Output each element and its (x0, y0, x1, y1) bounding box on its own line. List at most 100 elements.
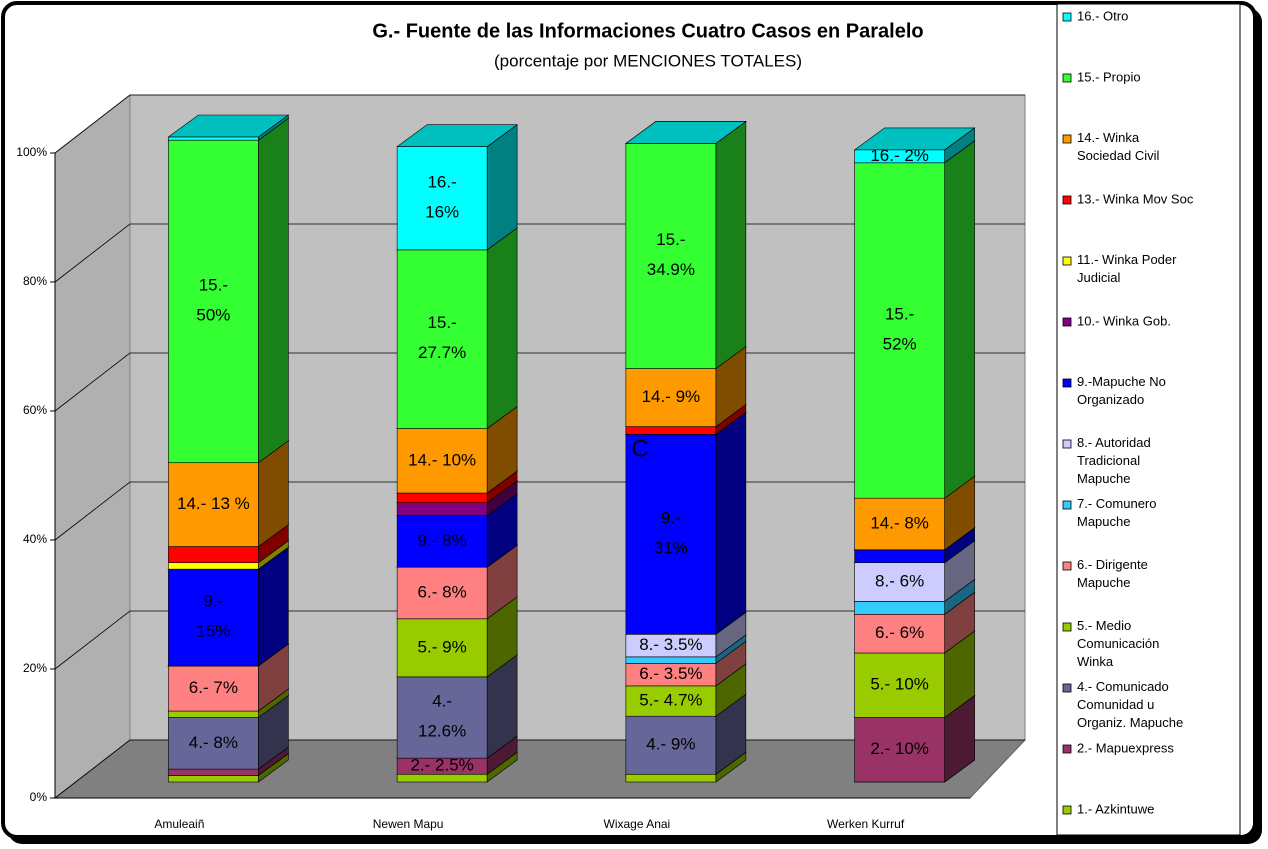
bar-front (396, 566, 488, 620)
data-label: 4.- 8% (189, 733, 238, 752)
data-label: 14.- 10% (408, 450, 476, 469)
bar-segment (167, 117, 290, 464)
data-label: 9.-31% (654, 509, 688, 558)
bar-front (168, 462, 259, 547)
data-label: 15.-27.7% (418, 314, 466, 363)
data-label: 2.- 10% (870, 739, 929, 758)
legend-label: 6.- Dirigente Mapuche (1077, 557, 1148, 590)
bar-segment (167, 114, 290, 141)
bar-segment (853, 140, 976, 499)
legend-label: 8.- Autoridad Tradicional Mapuche (1077, 435, 1151, 486)
bar-front (625, 773, 717, 783)
bar-segment (396, 227, 519, 430)
bar-front (396, 249, 488, 429)
bar-side (715, 120, 747, 370)
bar-front (625, 685, 717, 717)
bar-front (854, 652, 945, 718)
bar-side (944, 140, 975, 499)
bar-front (854, 717, 945, 783)
bar-front (168, 775, 259, 783)
data-label: 14.- 8% (870, 513, 929, 532)
data-label: 8.- 6% (875, 572, 924, 591)
bar-front (168, 562, 259, 570)
data-label: 8.- 3.5% (639, 635, 702, 654)
data-label: 14.- 13 % (177, 494, 250, 513)
data-label: 6.- 7% (189, 678, 238, 697)
bar-front (625, 368, 717, 427)
bar-front (854, 497, 945, 551)
legend-label: 4.- Comunicado Comunidad u Organiz. Mapuch… (1077, 679, 1183, 730)
x-tick-label: Amuleaiñ (154, 817, 204, 831)
chart-subtitle: (porcentaje por MENCIONES TOTALES) (494, 51, 802, 70)
data-label: 14.- 9% (642, 387, 701, 406)
legend-swatch (1062, 195, 1072, 205)
legend-label: 11.- Winka Poder Judicial (1077, 252, 1177, 285)
legend-swatch (1062, 439, 1072, 449)
bar-front (625, 656, 717, 664)
legend-label: 2.- Mapuexpress (1077, 740, 1174, 755)
legend-label: 15.- Propio (1077, 69, 1141, 84)
data-label: 9.- 8% (418, 531, 467, 550)
legend-label: 1.- Azkintuwe (1077, 801, 1154, 816)
legend-label: 9.-Mapuche No Organizado (1077, 374, 1166, 407)
data-label: 15.-34.9% (647, 230, 695, 279)
y-tick-label: 80% (23, 274, 47, 288)
x-tick-label: Newen Mapu (373, 817, 444, 831)
legend-swatch (1062, 744, 1072, 754)
bar-front (396, 618, 488, 678)
data-label: 15.-52% (883, 305, 917, 354)
bar-front (854, 149, 945, 164)
legend-box (1056, 3, 1241, 836)
legend-label: 14.- Winka Sociedad Civil (1077, 130, 1159, 163)
y-tick-label: 60% (23, 403, 47, 417)
bar-front (854, 549, 945, 563)
bar-segment (396, 124, 519, 251)
data-label: 9.-15% (196, 592, 230, 641)
x-tick-label: Wixage Anai (604, 817, 671, 831)
bar-front (168, 768, 259, 776)
bar-front (396, 502, 488, 516)
data-label: 2.- 2.5% (410, 756, 473, 775)
bar-front (168, 139, 259, 464)
legend-swatch (1062, 805, 1072, 815)
legend-swatch (1062, 256, 1072, 266)
legend-swatch (1062, 500, 1072, 510)
data-label: 6.- 8% (418, 582, 467, 601)
bar-front (396, 146, 488, 251)
legend-label: 5.- Medio Comunicación Winka (1077, 618, 1159, 669)
bar-front (625, 434, 717, 635)
bar-front (625, 715, 717, 775)
legend-label: 13.- Winka Mov Soc (1077, 191, 1194, 206)
legend-swatch (1062, 683, 1072, 693)
bar-side (486, 227, 518, 430)
legend-label: 16.- Otro (1077, 8, 1128, 23)
y-tick-label: 0% (30, 790, 48, 804)
bar-segment (853, 127, 976, 164)
legend-swatch (1062, 317, 1072, 327)
bar-front (396, 492, 488, 504)
bar-top (624, 121, 747, 144)
bar-side (715, 411, 747, 635)
x-tick-label: Werken Kurruf (827, 817, 905, 831)
data-label: 5.- 9% (418, 637, 467, 656)
bar-side (258, 117, 289, 464)
legend-swatch (1062, 134, 1072, 144)
bar-front (396, 773, 488, 783)
data-label: 15.-50% (196, 276, 230, 325)
legend-swatch (1062, 378, 1072, 388)
data-label: 4.-12.6% (418, 692, 466, 741)
legend-swatch (1062, 622, 1072, 632)
bar-front (625, 426, 717, 435)
annotation: C (631, 435, 648, 462)
bar-front (854, 613, 945, 654)
side-wall (54, 93, 131, 800)
bar-segment (624, 120, 747, 370)
legend-swatch (1062, 73, 1072, 83)
bar-front (168, 546, 259, 564)
bar-front (396, 515, 488, 568)
bar-front (168, 717, 259, 770)
data-label: 16.- 2% (870, 146, 929, 165)
bar-front (168, 710, 259, 718)
data-label: 5.- 10% (870, 675, 929, 694)
